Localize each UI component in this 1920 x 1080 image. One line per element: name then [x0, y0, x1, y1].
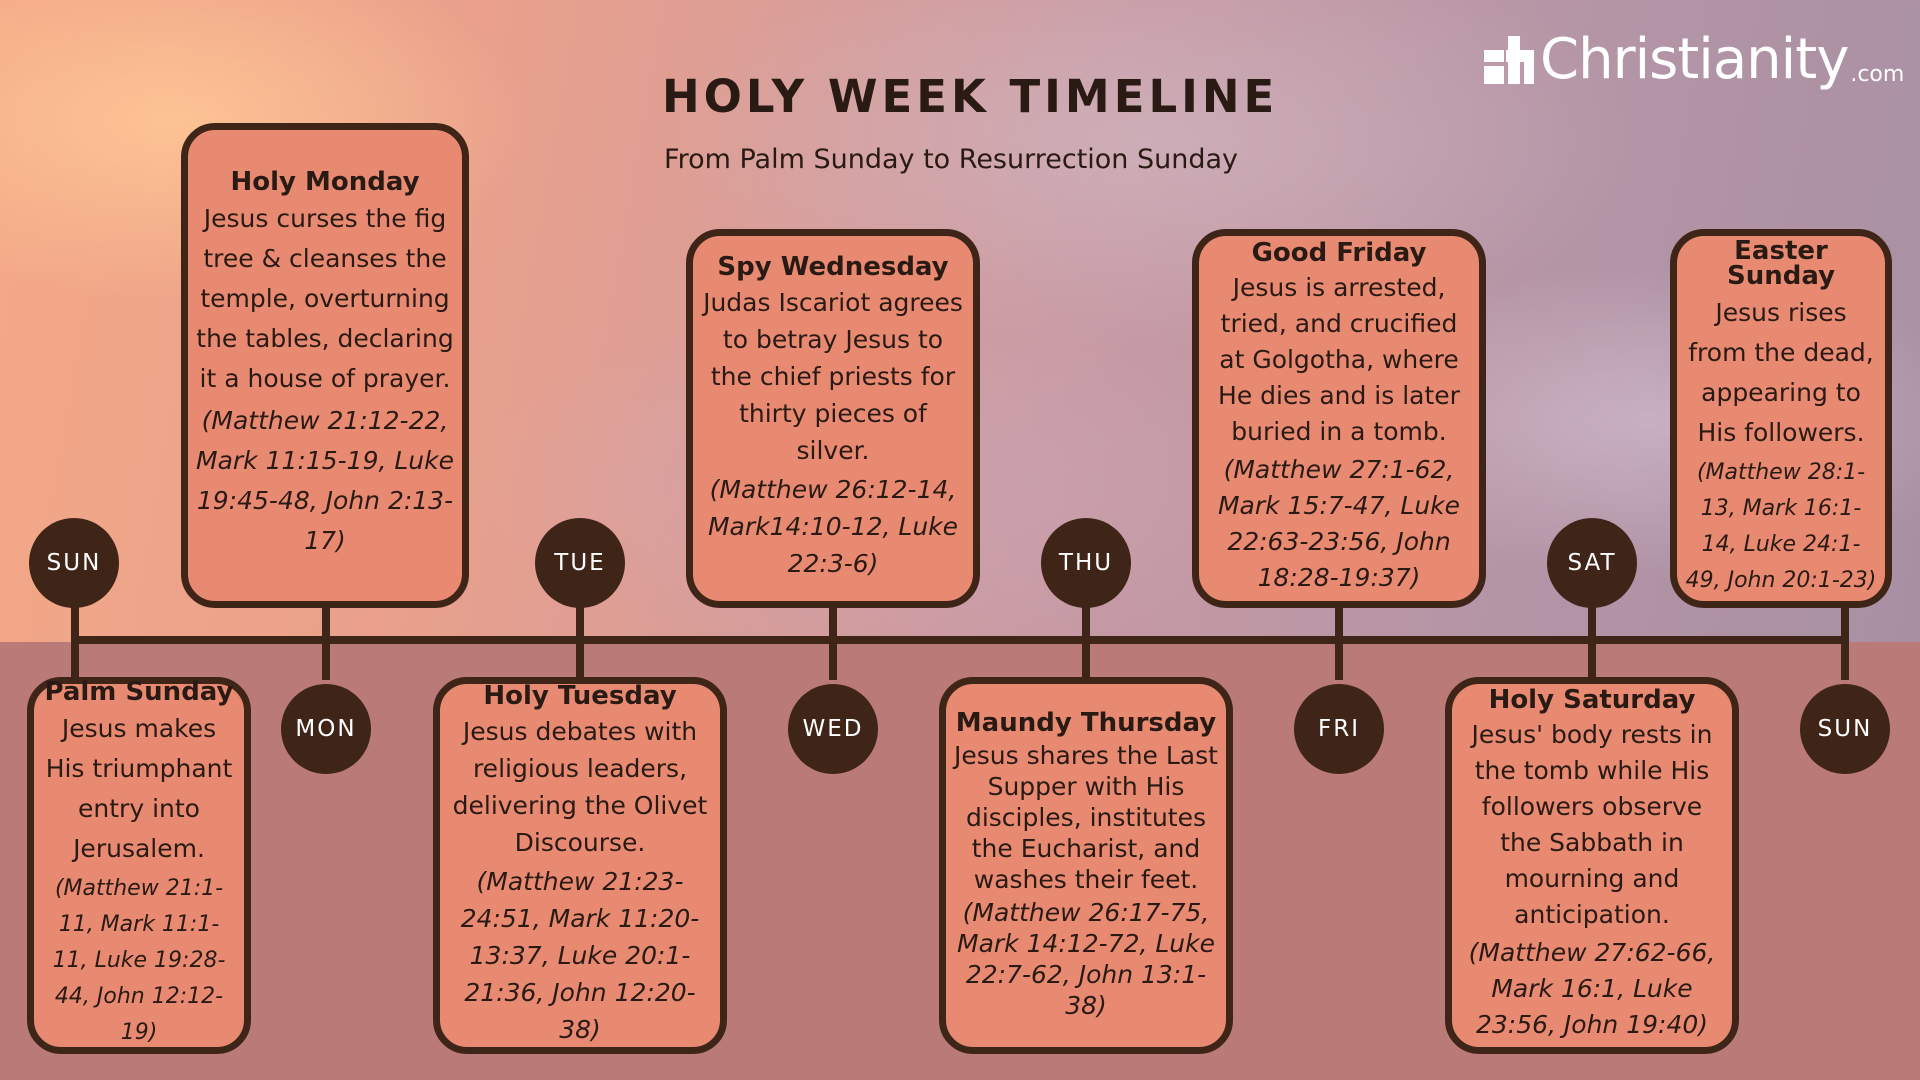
event-card-palm-sunday: Palm Sunday Jesus makes His triumphant e… [27, 677, 251, 1054]
event-description: Jesus rises from the dead, appearing to … [1688, 297, 1874, 447]
event-references: (Matthew 27:62-66, Mark 16:1, Luke 23:56… [1468, 938, 1716, 1039]
event-title: Palm Sunday [44, 677, 234, 707]
event-title: Maundy Thursday [955, 707, 1217, 738]
event-title: Holy Tuesday [483, 680, 677, 711]
event-description: Jesus' body rests in the tomb while His … [1471, 720, 1713, 929]
event-card-maundy-thursday: Maundy Thursday Jesus shares the Last Su… [939, 677, 1233, 1054]
logo-domain-suffix: .com [1850, 62, 1905, 87]
timeline-stem [71, 600, 79, 680]
event-description: Jesus curses the fig tree & cleanses the… [196, 204, 454, 393]
event-title: Holy Saturday [1488, 685, 1696, 715]
event-title: Easter Sunday [1726, 235, 1836, 291]
event-card-good-friday: Good Friday Jesus is arrested, tried, an… [1192, 229, 1486, 608]
timeline-stem [1082, 600, 1090, 680]
event-description: Judas Iscariot agrees to betray Jesus to… [703, 288, 963, 465]
event-description: Jesus makes His triumphant entry into Je… [45, 714, 233, 863]
page-title: HOLY WEEK TIMELINE [662, 70, 1279, 123]
day-marker-tue: TUE [535, 518, 625, 608]
day-marker-sat: SAT [1547, 518, 1637, 608]
logo-wordmark: Christianity [1540, 27, 1849, 92]
event-description: Jesus is arrested, tried, and crucified … [1218, 273, 1460, 446]
event-card-spy-wednesday: Spy Wednesday Judas Iscariot agrees to b… [686, 229, 980, 608]
event-references: (Matthew 26:12-14, Mark14:10-12, Luke 22… [707, 475, 959, 578]
event-references: (Matthew 21:1-11, Mark 11:1-11, Luke 19:… [52, 876, 226, 1045]
event-card-holy-saturday: Holy Saturday Jesus' body rests in the t… [1445, 677, 1739, 1054]
event-description: Jesus debates with religious leaders, de… [452, 716, 708, 857]
event-references: (Matthew 21:12-22, Mark 11:15-19, Luke 1… [196, 406, 454, 555]
timeline-stem [829, 600, 837, 680]
event-references: (Matthew 21:23-24:51, Mark 11:20-13:37, … [460, 866, 700, 1044]
timeline-stem [1588, 600, 1596, 680]
event-card-holy-monday: Holy Monday Jesus curses the fig tree & … [181, 123, 469, 608]
timeline-stem [322, 600, 330, 680]
day-marker-fri: FRI [1294, 684, 1384, 774]
event-card-easter-sunday: Easter Sunday Jesus rises from the dead,… [1670, 229, 1892, 608]
event-references: (Matthew 28:1-13, Mark 16:1-14, Luke 24:… [1685, 459, 1877, 593]
day-marker-mon: MON [281, 684, 371, 774]
event-title: Good Friday [1251, 238, 1427, 268]
event-references: (Matthew 26:17-75, Mark 14:12-72, Luke 2… [957, 897, 1215, 1020]
christianity-logo: Christianity .com [1484, 30, 1904, 90]
timeline-stem [1841, 600, 1849, 680]
event-description: Jesus shares the Last Supper with His di… [954, 740, 1218, 894]
cross-logo-icon [1484, 36, 1534, 84]
day-marker-sun-easter: SUN [1800, 684, 1890, 774]
event-references: (Matthew 27:1-62, Mark 15:7-47, Luke 22:… [1217, 455, 1461, 592]
timeline-stem [1335, 600, 1343, 680]
timeline-stem [576, 600, 584, 680]
event-title: Spy Wednesday [717, 252, 949, 282]
page-subtitle: From Palm Sunday to Resurrection Sunday [664, 144, 1239, 175]
day-marker-sun: SUN [29, 518, 119, 608]
day-marker-wed: WED [788, 684, 878, 774]
event-title: Holy Monday [230, 167, 420, 197]
timeline-axis [75, 636, 1847, 644]
event-card-holy-tuesday: Holy Tuesday Jesus debates with religiou… [433, 677, 727, 1054]
day-marker-thu: THU [1041, 518, 1131, 608]
